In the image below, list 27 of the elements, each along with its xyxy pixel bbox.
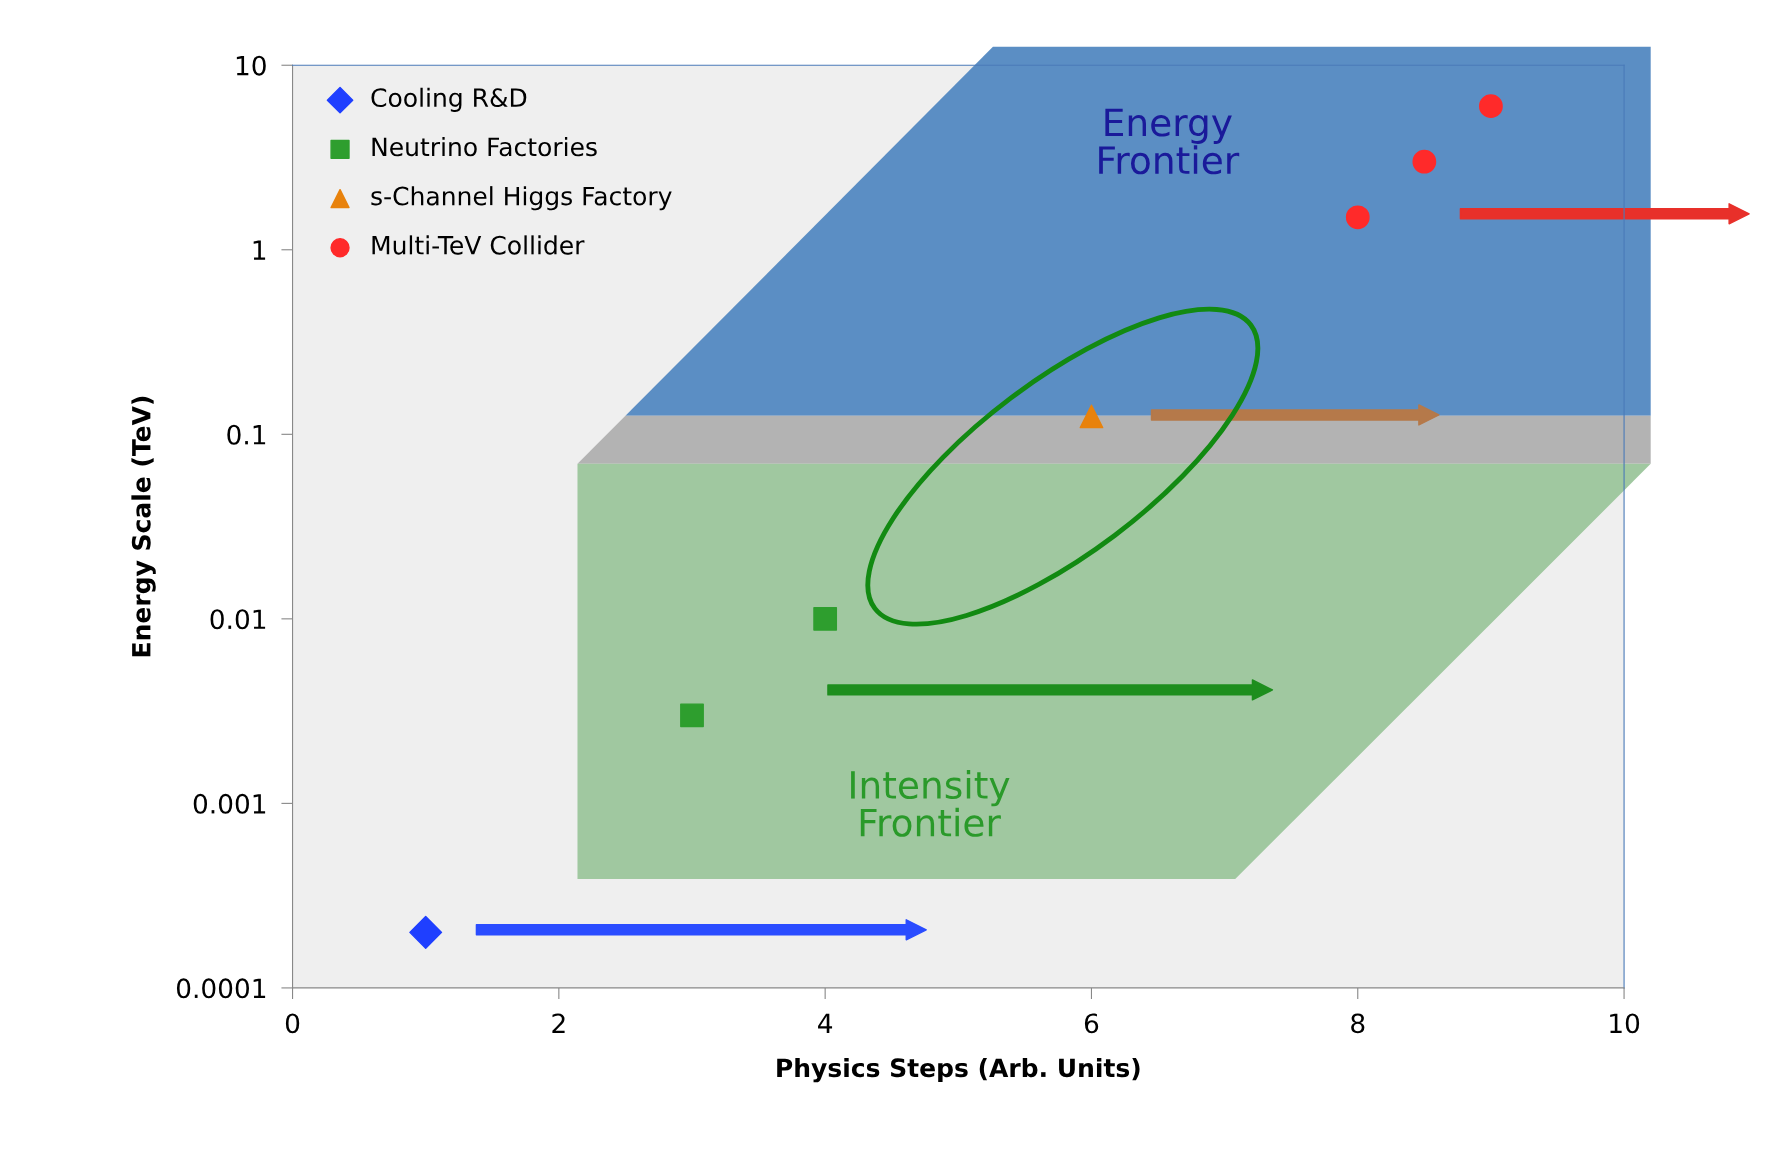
legend-label: Cooling R&D xyxy=(371,87,527,112)
point xyxy=(409,915,443,949)
legend-label: Multi-TeV Collider xyxy=(372,235,585,255)
y-axis-title: Energy Scale (TeV) xyxy=(131,396,156,657)
y-tick-label: 0.0001 xyxy=(176,978,266,999)
point xyxy=(1412,149,1437,174)
x-tick-label: 0 xyxy=(285,1013,300,1034)
x-tick-label: 8 xyxy=(1351,1013,1365,1034)
annotation: Intensity Frontier xyxy=(851,770,1010,837)
annotation: Energy Frontier xyxy=(1099,108,1240,175)
y-tick-label: 10 xyxy=(236,55,266,76)
y-tick-label: 0.01 xyxy=(210,609,266,630)
y-tick-label: 0.1 xyxy=(227,424,266,445)
point xyxy=(1079,404,1104,429)
y-tick-label: 0.001 xyxy=(193,793,266,814)
point xyxy=(1479,94,1503,119)
point xyxy=(813,606,838,631)
legend-label: Neutrino Factories xyxy=(372,136,597,157)
point xyxy=(680,703,704,728)
y-tick-label: 1 xyxy=(253,240,266,260)
point xyxy=(1345,205,1370,230)
x-tick-label: 6 xyxy=(1084,1013,1099,1034)
legend-label: s-Channel Higgs Factory xyxy=(371,186,672,211)
x-tick-label: 4 xyxy=(818,1013,833,1033)
x-tick-label: 10 xyxy=(1610,1013,1640,1034)
x-axis-title: Physics Steps (Arb. Units) xyxy=(777,1057,1140,1083)
x-tick-label: 2 xyxy=(552,1013,565,1033)
